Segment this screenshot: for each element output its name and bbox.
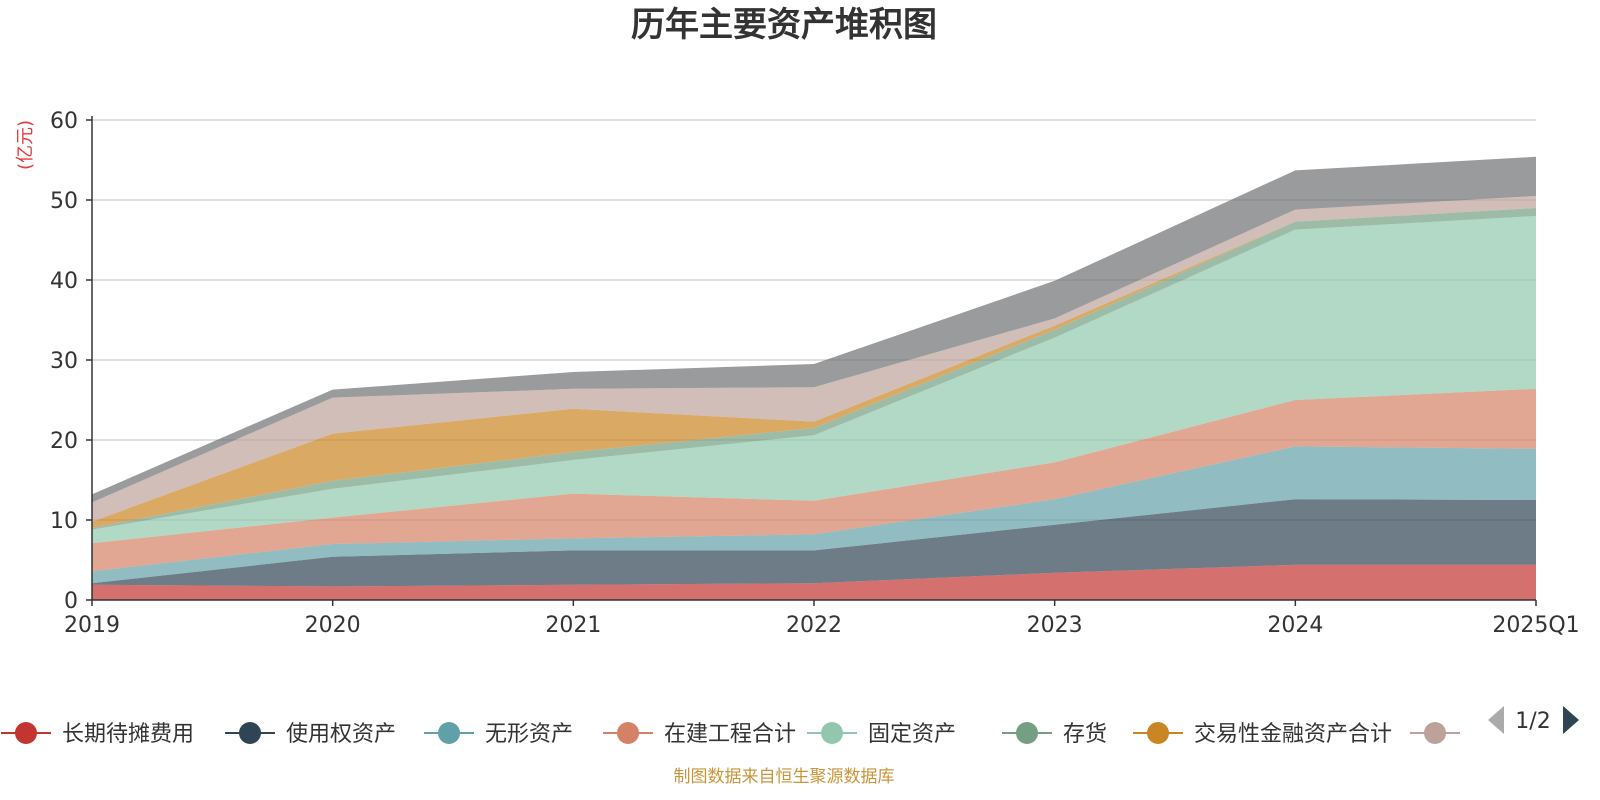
legend-marker — [438, 722, 460, 744]
x-tick-label: 2020 — [305, 613, 361, 638]
legend-marker — [1016, 722, 1038, 744]
legend-label: 使用权资产 — [286, 722, 396, 747]
legend-label: 在建工程合计 — [664, 722, 796, 747]
legend-prev-page-icon[interactable] — [1488, 706, 1504, 734]
x-tick-label: 2025Q1 — [1492, 613, 1579, 638]
source-note: 制图数据来自恒生聚源数据库 — [674, 767, 895, 787]
area-series-7[interactable] — [92, 208, 1536, 528]
legend-pager: 1/2 — [1488, 706, 1579, 734]
legend: 长期待摊费用 使用权资产 无形资产 在建工程合计 固定资产 存货 交易性金融资产合计 — [1, 722, 1460, 747]
y-tick-label: 60 — [50, 109, 78, 134]
legend-marker — [1424, 722, 1446, 744]
legend-marker — [821, 722, 843, 744]
legend-marker — [15, 722, 37, 744]
y-tick-label: 10 — [50, 509, 78, 534]
legend-label: 交易性金融资产合计 — [1194, 722, 1392, 747]
area-series-group — [92, 156, 1536, 600]
y-tick-label: 20 — [50, 429, 78, 454]
legend-item-2[interactable]: 使用权资产 — [225, 722, 396, 747]
area-series-3[interactable] — [92, 446, 1536, 584]
y-tick-label: 0 — [64, 589, 78, 614]
legend-page-indicator: 1/2 — [1515, 709, 1550, 734]
legend-item-3[interactable]: 无形资产 — [424, 722, 573, 747]
x-tick-label: 2019 — [64, 613, 120, 638]
legend-label: 存货 — [1063, 722, 1107, 747]
legend-label: 无形资产 — [485, 722, 573, 747]
area-series-2[interactable] — [92, 499, 1536, 587]
y-unit-label: (亿元) — [15, 120, 36, 170]
legend-marker — [617, 722, 639, 744]
y-tick-label: 30 — [50, 349, 78, 374]
legend-item-4[interactable]: 在建工程合计 — [603, 722, 796, 747]
y-tick-label: 50 — [50, 189, 78, 214]
x-tick-label: 2024 — [1267, 613, 1323, 638]
legend-item-1[interactable]: 长期待摊费用 — [1, 722, 194, 747]
y-tick-label: 40 — [50, 269, 78, 294]
area-series-1[interactable] — [92, 564, 1536, 600]
legend-next-page-icon[interactable] — [1563, 706, 1579, 734]
legend-item-5[interactable]: 固定资产 — [807, 722, 956, 747]
legend-item-7[interactable]: 交易性金融资产合计 — [1133, 722, 1392, 747]
area-series-4[interactable] — [92, 388, 1536, 572]
legend-label: 长期待摊费用 — [62, 722, 194, 747]
area-series-9[interactable] — [92, 156, 1536, 503]
legend-item-8[interactable] — [1410, 722, 1460, 744]
axes: 0 10 20 30 40 50 60 2019 2020 2021 2022 2023 2024 202… — [50, 109, 1580, 638]
area-series-5[interactable] — [92, 216, 1536, 544]
legend-marker — [1147, 722, 1169, 744]
legend-item-6[interactable]: 存货 — [1002, 722, 1107, 747]
chart-title: 历年主要资产堆积图 — [631, 5, 937, 45]
x-tick-label: 2022 — [786, 613, 842, 638]
x-tick-label: 2023 — [1027, 613, 1083, 638]
x-tick-label: 2021 — [545, 613, 601, 638]
legend-label: 固定资产 — [868, 722, 956, 747]
legend-marker — [239, 722, 261, 744]
